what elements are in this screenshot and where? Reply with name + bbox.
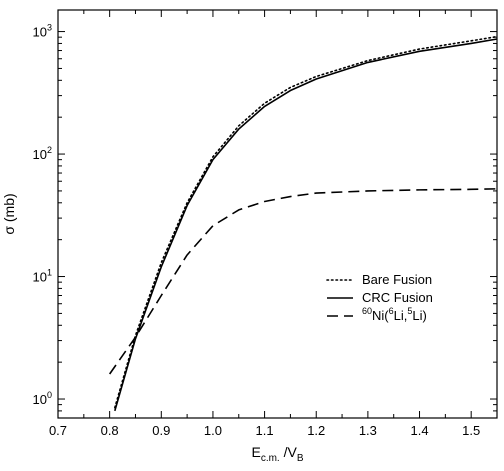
- x-tick-label: 1.5: [462, 423, 480, 438]
- x-tick-label: 1.1: [256, 423, 274, 438]
- legend-label: Bare Fusion: [362, 272, 432, 287]
- plot-area-border: [58, 10, 497, 418]
- legend-label: CRC Fusion: [362, 290, 433, 305]
- axis-tick-labels: 0.7 0.8 0.9 1.0 1.1 1.2 1.3 1.4 1.5 100 101 102 103: [33, 23, 481, 438]
- y-tick-label: 102: [33, 145, 52, 162]
- x-tick-label: 1.4: [410, 423, 428, 438]
- y-axis-title: σ (mb): [1, 193, 17, 234]
- x-axis-title: Ec.m. /VB: [251, 444, 303, 464]
- y-tick-label: 103: [33, 23, 52, 40]
- x-tick-label: 1.0: [204, 423, 222, 438]
- series-line-dashed: [110, 189, 497, 374]
- series-lines: [110, 37, 497, 411]
- axis-ticks: [58, 10, 497, 418]
- y-tick-label: 101: [33, 268, 52, 285]
- x-tick-label: 0.7: [49, 423, 67, 438]
- series-line-solid: [115, 39, 497, 411]
- x-tick-label: 0.9: [152, 423, 170, 438]
- x-tick-label: 0.8: [101, 423, 119, 438]
- legend-label: 60Ni(6Li,5Li): [362, 306, 427, 323]
- x-tick-label: 1.3: [359, 423, 377, 438]
- y-tick-label: 100: [33, 390, 52, 407]
- plot-frame: [58, 10, 497, 418]
- series-line-dotted: [115, 37, 497, 408]
- x-tick-label: 1.2: [307, 423, 325, 438]
